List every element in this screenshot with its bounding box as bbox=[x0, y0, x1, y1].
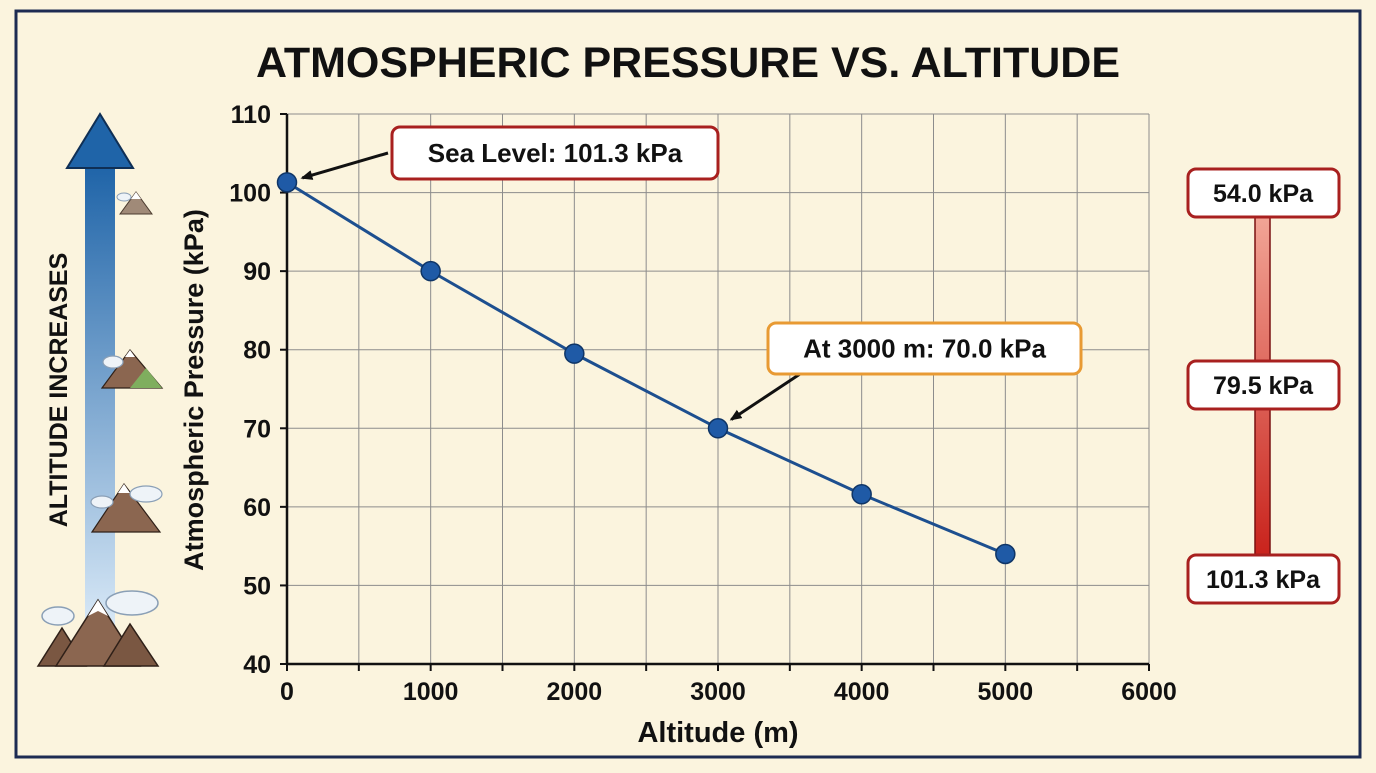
pressure-scale-box bbox=[1186, 359, 1341, 411]
y-tick-label: 90 bbox=[243, 258, 271, 286]
x-tick-label: 0 bbox=[280, 678, 294, 706]
axes bbox=[280, 113, 1150, 671]
y-tick-label: 100 bbox=[229, 180, 271, 208]
altitude-arrow-shaft bbox=[85, 166, 115, 646]
x-tick-label: 5000 bbox=[978, 678, 1034, 706]
x-tick-labels: 0 1000 2000 3000 4000 5000 6000 bbox=[280, 678, 1177, 706]
x-axis-label: Altitude (m) bbox=[637, 717, 798, 749]
cloud-icon bbox=[116, 192, 132, 202]
cloud-icon bbox=[41, 590, 159, 626]
annotation-box bbox=[766, 321, 1083, 376]
cloud-icon bbox=[102, 355, 124, 369]
y-tick-label: 70 bbox=[243, 415, 271, 443]
x-tick-label: 6000 bbox=[1121, 678, 1177, 706]
pressure-scale-box bbox=[1186, 553, 1341, 605]
pressure-scale-label: 79.5 kPa bbox=[1213, 372, 1314, 400]
altitude-illustration: ALTITUDE INCREASES bbox=[36, 112, 164, 667]
series-line bbox=[286, 181, 1006, 556]
data-point bbox=[420, 260, 441, 282]
annotation-arrow bbox=[300, 151, 389, 180]
x-tick-label: 1000 bbox=[403, 678, 459, 706]
pressure-scale-label: 54.0 kPa bbox=[1213, 180, 1314, 208]
data-point bbox=[707, 418, 729, 439]
x-tick-label: 3000 bbox=[690, 678, 746, 706]
y-tick-label: 110 bbox=[231, 101, 271, 129]
y-tick-labels: 40 50 60 70 80 90 100 110 bbox=[229, 101, 271, 679]
y-tick-label: 50 bbox=[243, 572, 271, 600]
pressure-scale-label: 101.3 kPa bbox=[1206, 566, 1321, 594]
altitude-arrow-head bbox=[65, 112, 135, 169]
mountain-icon bbox=[90, 482, 162, 533]
annotation-arrow bbox=[729, 372, 801, 421]
data-point bbox=[276, 172, 298, 193]
y-tick-label: 80 bbox=[243, 337, 271, 365]
x-tick-label: 4000 bbox=[834, 678, 890, 706]
pressure-scale-box bbox=[1186, 167, 1341, 219]
x-tick-label: 2000 bbox=[547, 678, 603, 706]
pressure-scale: 54.0 kPa 79.5 kPa 101.3 kPa bbox=[1186, 167, 1341, 605]
y-axis-label: Atmospheric Pressure (kPa) bbox=[179, 209, 209, 571]
series-pressure bbox=[276, 172, 1016, 565]
data-point bbox=[564, 343, 585, 364]
annotation-label: At 3000 m: 70.0 kPa bbox=[803, 334, 1046, 364]
y-tick-label: 40 bbox=[243, 651, 271, 679]
mountain-icon bbox=[119, 191, 153, 215]
data-point bbox=[995, 543, 1016, 565]
chart-frame bbox=[14, 9, 1362, 759]
mountain-icon bbox=[36, 598, 160, 667]
altitude-arrow-label: ALTITUDE INCREASES bbox=[45, 253, 73, 528]
y-tick-label: 60 bbox=[243, 494, 271, 522]
cloud-icon bbox=[90, 485, 163, 509]
data-point bbox=[851, 484, 872, 505]
annotation-box bbox=[390, 125, 720, 181]
annotation-label: Sea Level: 101.3 kPa bbox=[428, 138, 683, 168]
chart-title: ATMOSPHERIC PRESSURE VS. ALTITUDE bbox=[256, 39, 1120, 87]
mountain-icon bbox=[100, 349, 164, 389]
annotations: Sea Level: 101.3 kPa At 3000 m: 70.0 kPa bbox=[300, 125, 1083, 421]
